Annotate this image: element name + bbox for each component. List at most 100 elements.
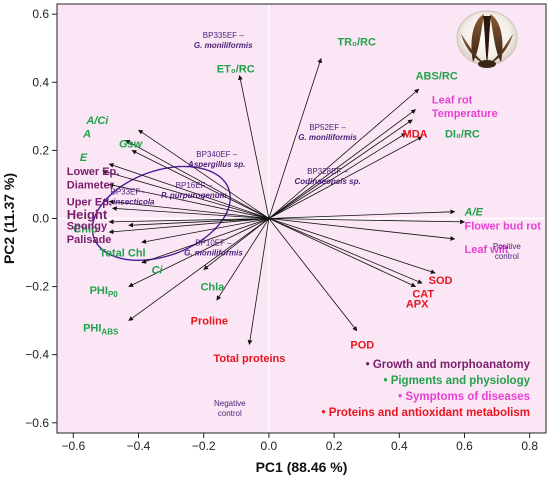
treatment-label: BP10EF –	[195, 239, 232, 248]
treatment-label: BP16EF –	[176, 181, 213, 190]
treatment-species: Aspergillus sp.	[187, 160, 245, 169]
treatment-label: BP52EF –	[309, 123, 346, 132]
variable-label: Leaf rot	[432, 94, 473, 106]
variable-label: Total proteins	[213, 353, 285, 365]
variable-label: Spongy	[67, 220, 108, 232]
variable-label: Leaf wilt	[465, 244, 509, 256]
legend-entry: • Pigments and physiology	[383, 375, 530, 387]
y-tick-label: 0.0	[32, 212, 49, 226]
y-tick-label: 0.6	[32, 7, 49, 21]
loading-arrow	[268, 218, 436, 274]
variable-label: A/E	[464, 207, 484, 219]
loading-arrow	[268, 209, 456, 219]
x-tick-label: 0.2	[326, 439, 343, 453]
loading-arrow	[108, 163, 270, 219]
confidence-ellipse	[91, 165, 231, 262]
axes: −0.6 −0.4 −0.2 0.0 0.2 0.4 0.6 0.8 −0.6 −0.4 −0.2 0…	[25, 7, 538, 453]
loading-vectors	[102, 58, 465, 345]
loading-arrow	[268, 218, 417, 287]
control-label: control	[495, 252, 519, 261]
y-tick-label: −0.6	[25, 416, 49, 430]
treatment-ellipse	[91, 165, 231, 262]
loading-arrow	[268, 88, 420, 219]
x-tick-label: 0.0	[261, 439, 278, 453]
treatment-label: BP340EF –	[196, 150, 237, 159]
loading-arrow	[138, 129, 270, 219]
loading-arrow	[247, 218, 270, 345]
variable-label: MDA	[403, 128, 428, 140]
loading-arrow	[108, 218, 269, 235]
variable-label: Gsw	[119, 139, 144, 151]
loading-arrow	[108, 199, 269, 219]
loading-arrow	[131, 150, 270, 219]
legend-entry: • Symptoms of diseases	[398, 391, 530, 403]
treatment-species: G. moniliformis	[194, 41, 253, 50]
loading-arrow	[268, 58, 323, 219]
treatment-species: Codinaeopsis sp.	[294, 177, 360, 186]
loading-arrow	[268, 119, 413, 219]
loading-arrow	[238, 75, 270, 219]
y-tick-label: 0.4	[32, 75, 49, 89]
loading-arrow	[108, 218, 269, 225]
loading-arrow	[268, 218, 465, 225]
variable-label: CAT	[412, 288, 434, 300]
loading-arrow	[268, 109, 416, 219]
variable-labels: ET₀/RCTR₀/RCABS/RCDI₀/RCA/CiAGswEChlbTot…	[67, 36, 541, 365]
variable-label: Diameter	[67, 179, 115, 191]
variable-label: Lower Ep.	[67, 166, 120, 178]
legend-entry: • Growth and morphoanatomy	[366, 359, 531, 371]
y-tick-label: −0.4	[25, 348, 49, 362]
loading-arrow	[268, 218, 358, 332]
loading-arrow	[268, 136, 423, 219]
loading-arrow	[128, 218, 270, 321]
variable-label: Total Chl	[99, 248, 145, 260]
loading-arrow	[268, 133, 407, 219]
control-label: control	[218, 409, 242, 418]
x-axis-title: PC1 (88.46 %)	[256, 459, 348, 475]
treatment-species: P. purpurogenum	[161, 191, 227, 200]
variable-label: Height	[67, 207, 108, 222]
loading-arrow	[128, 218, 269, 228]
variable-label: E	[80, 152, 88, 164]
loading-arrow	[102, 169, 270, 219]
treatment-species: G. moniliformis	[298, 133, 357, 142]
x-tick-label: −0.4	[127, 439, 151, 453]
loading-arrow	[268, 218, 456, 241]
loading-arrow	[141, 218, 270, 264]
legend: • Growth and morphoanatomy • Pigments and…	[321, 359, 530, 419]
control-label: Negative	[214, 399, 246, 408]
control-label: Positive	[493, 242, 522, 251]
x-tick-label: 0.6	[456, 439, 473, 453]
variable-label: Ci	[152, 265, 164, 277]
treatment-species: G. moniliformis	[184, 249, 243, 258]
cotton-boll-icon	[456, 10, 518, 68]
variable-label: Chla	[200, 282, 225, 294]
x-tick-label: 0.4	[391, 439, 408, 453]
variable-label: APX	[406, 299, 429, 311]
variable-label: A	[82, 128, 91, 140]
variable-label: Proline	[191, 316, 228, 328]
variable-label: Palisade	[67, 234, 112, 246]
loading-arrow	[141, 218, 269, 244]
y-tick-label: −0.2	[25, 280, 49, 294]
treatment-label: BP328EF –	[307, 167, 348, 176]
loading-arrow	[128, 218, 270, 287]
variable-label: Chlb	[73, 224, 98, 236]
x-tick-label: −0.6	[61, 439, 85, 453]
loading-arrow	[216, 218, 270, 301]
loading-arrow	[108, 183, 269, 219]
loading-arrow	[203, 218, 270, 270]
variable-label: DI₀/RC	[445, 128, 480, 140]
treatment-label: BP335EF –	[203, 31, 244, 40]
variable-label: ET₀/RC	[217, 64, 255, 76]
variable-label: Flower bud rot	[465, 220, 542, 232]
loading-arrow	[111, 206, 269, 219]
y-tick-label: 0.2	[32, 143, 49, 157]
y-axis-title: PC2 (11.37 %)	[1, 173, 17, 264]
x-tick-label: −0.2	[192, 439, 216, 453]
treatment-label: BP33EF –	[110, 188, 147, 197]
variable-label: A/Ci	[85, 115, 109, 127]
loading-arrow	[125, 139, 270, 219]
